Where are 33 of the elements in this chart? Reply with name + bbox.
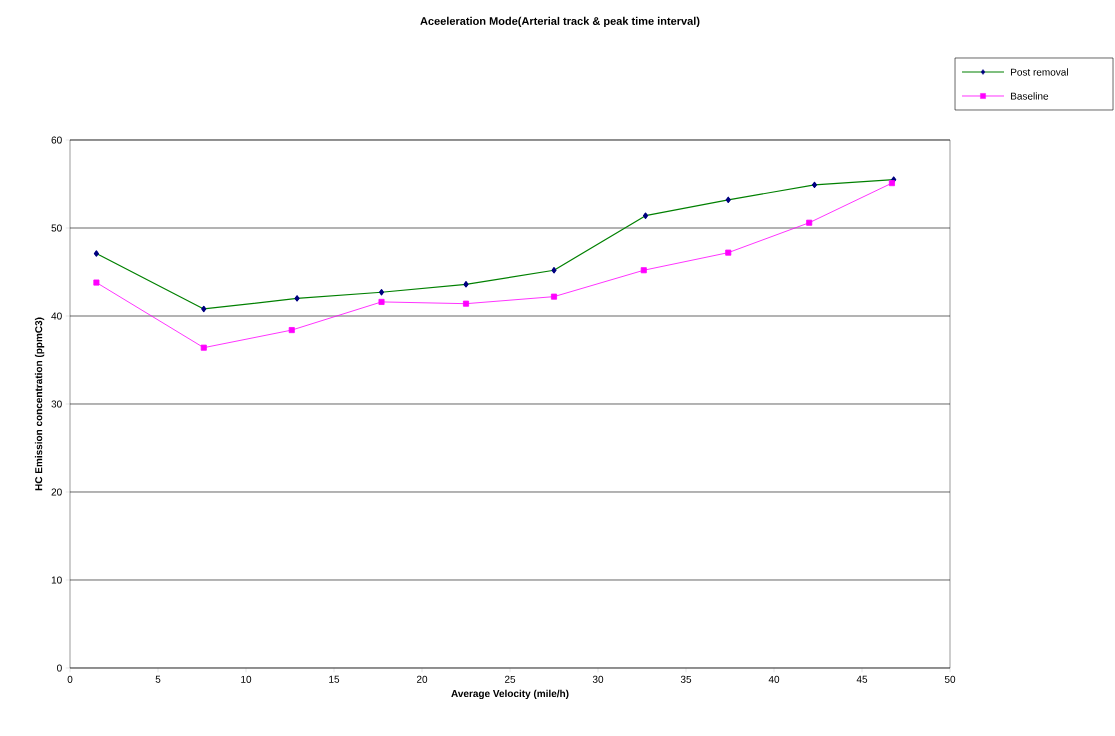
point [888, 180, 895, 187]
x-tick-label: 30 [592, 675, 604, 683]
chart-title: Aceeleration Mode(Arterial track & peak time interval) [420, 16, 700, 28]
y-tick-label: 50 [51, 224, 62, 232]
y-tick-label: 40 [51, 312, 62, 320]
x-tick-label: 40 [768, 675, 780, 683]
y-tick-label: 30 [51, 400, 62, 408]
x-tick-label: 5 [155, 675, 161, 683]
point [288, 327, 295, 334]
x-axis-title: Average Velocity (mile/h) [451, 689, 569, 700]
point [725, 249, 732, 256]
y-axis-title: HC Emission concentration (ppmC3) [34, 317, 45, 491]
point [378, 298, 385, 305]
point [93, 279, 100, 286]
x-tick-label: 20 [416, 675, 428, 683]
point [200, 344, 207, 351]
legend-label: Baseline [1011, 92, 1049, 100]
x-tick-label: 0 [67, 675, 73, 683]
y-tick-label: 60 [51, 136, 62, 144]
x-tick-label: 50 [944, 675, 956, 683]
x-tick-label: 35 [680, 675, 692, 683]
x-tick-label: 25 [504, 675, 516, 683]
y-tick-label: 20 [51, 488, 62, 496]
x-tick-label: 10 [241, 675, 252, 683]
point [463, 300, 470, 307]
point [806, 219, 813, 226]
legend-label: Post removal [1011, 68, 1068, 76]
x-tick-label: 45 [856, 675, 868, 683]
y-tick-label: 0 [57, 664, 62, 672]
y-tick-label: 10 [51, 576, 62, 584]
point [640, 267, 647, 274]
x-tick-label: 15 [329, 675, 340, 683]
point [551, 293, 558, 300]
